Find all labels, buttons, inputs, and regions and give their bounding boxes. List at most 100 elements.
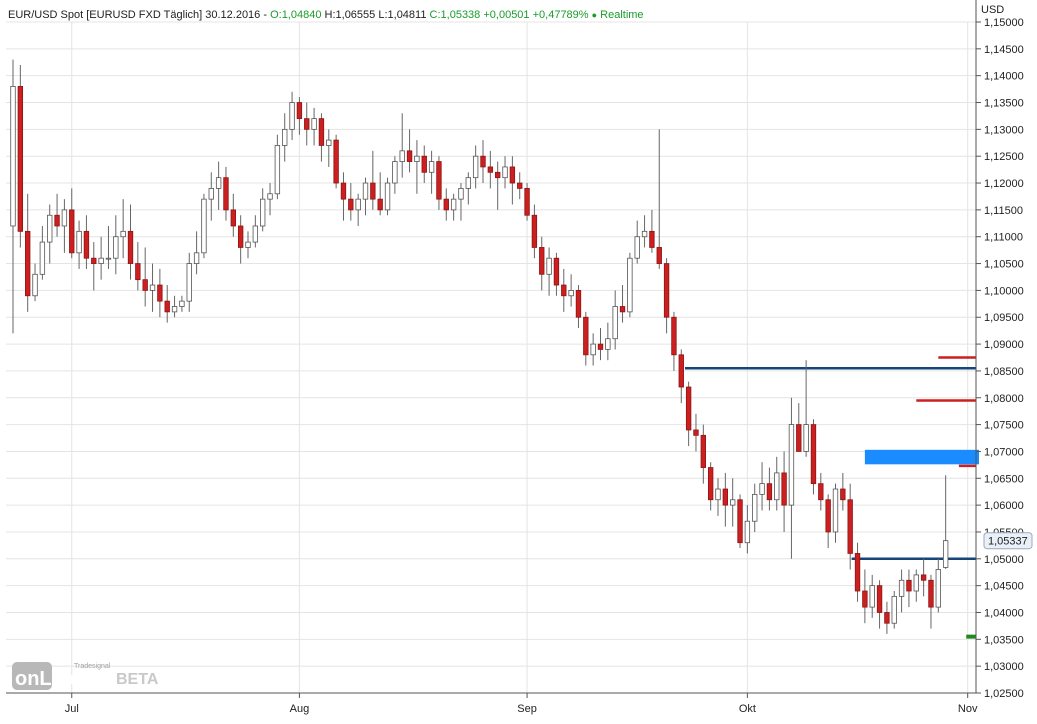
candle-up bbox=[245, 241, 251, 248]
candle-up bbox=[502, 166, 508, 179]
candle-down bbox=[230, 209, 236, 227]
candle-up bbox=[61, 209, 68, 227]
candle-up bbox=[627, 257, 633, 313]
candle-down bbox=[884, 612, 890, 624]
candle-down bbox=[25, 230, 31, 297]
candle-down bbox=[487, 166, 494, 173]
candle-up bbox=[913, 574, 919, 592]
y-tick-label: 1,07000 bbox=[984, 446, 1024, 458]
resistance-zone-band bbox=[864, 449, 979, 465]
y-tick-label: 1,10500 bbox=[984, 259, 1024, 271]
candle-down bbox=[796, 424, 802, 452]
candle-down bbox=[495, 171, 501, 179]
candle-up bbox=[105, 257, 112, 260]
candle-up bbox=[362, 182, 369, 200]
candle-down bbox=[517, 182, 523, 189]
y-tick-label: 1,11000 bbox=[984, 232, 1023, 244]
candle-up bbox=[634, 236, 640, 259]
candle-down bbox=[524, 188, 530, 216]
y-tick-label: 1,09000 bbox=[984, 339, 1024, 351]
y-tick-label: 1,06000 bbox=[984, 500, 1024, 512]
candle-up bbox=[311, 118, 317, 130]
change-pct-value: +0,47789% bbox=[532, 9, 589, 21]
candle-up bbox=[472, 155, 479, 179]
y-tick-label: 1,12500 bbox=[984, 151, 1024, 163]
x-tick-label: Sep bbox=[517, 703, 537, 715]
instrument-title: EUR/USD Spot [EURUSD FXD Täglich] 30.12.… bbox=[8, 9, 268, 21]
candle-up bbox=[179, 300, 185, 307]
candle-down bbox=[436, 161, 442, 200]
logo-brand-text: Tradesignal bbox=[74, 663, 111, 670]
candle-up bbox=[744, 520, 751, 544]
candle-up bbox=[612, 306, 618, 340]
y-tick-label: 1,13500 bbox=[984, 98, 1024, 110]
candle-down bbox=[480, 155, 486, 168]
candle-down bbox=[920, 574, 927, 581]
candle-down bbox=[318, 118, 325, 146]
candle-down bbox=[443, 198, 449, 211]
candle-up bbox=[399, 150, 405, 162]
candle-up bbox=[869, 585, 875, 608]
candle-up bbox=[355, 198, 361, 211]
y-tick-label: 1,08500 bbox=[984, 366, 1024, 378]
y-tick-label: 1,08000 bbox=[984, 393, 1024, 405]
candle-down bbox=[671, 316, 677, 356]
candle-down bbox=[539, 247, 545, 275]
candle-up bbox=[120, 230, 126, 238]
candle-down bbox=[296, 102, 303, 120]
candle-down bbox=[649, 230, 655, 248]
y-tick-label: 1,12000 bbox=[984, 178, 1024, 190]
candle-down bbox=[862, 590, 868, 608]
candle-up bbox=[428, 161, 435, 173]
y-tick-label: 1,09500 bbox=[984, 312, 1024, 324]
candle-down bbox=[693, 429, 699, 436]
candle-down bbox=[707, 467, 714, 501]
candle-down bbox=[135, 263, 141, 281]
change-value: +0,00501 bbox=[483, 9, 530, 21]
candle-down bbox=[810, 424, 817, 485]
axis-layer: 1,15000 1,14500 1,14000 1,13500 1,13000 1,125… bbox=[6, 0, 1033, 715]
candle-down bbox=[377, 198, 383, 211]
candle-down bbox=[69, 209, 75, 254]
candle-down bbox=[597, 343, 604, 350]
candle-down bbox=[83, 230, 90, 259]
candle-down bbox=[54, 214, 60, 227]
y-tick-label: 1,07500 bbox=[984, 420, 1024, 432]
candle-down bbox=[656, 247, 662, 264]
candle-up bbox=[465, 177, 471, 189]
candle-down bbox=[340, 182, 347, 200]
candle-up bbox=[891, 595, 897, 624]
y-tick-label: 1,04000 bbox=[984, 607, 1024, 619]
candle-up bbox=[935, 569, 941, 608]
candle-up bbox=[98, 257, 104, 264]
candle-up bbox=[568, 289, 574, 297]
y-tick-label: 1,14500 bbox=[984, 44, 1024, 56]
candle-down bbox=[348, 198, 354, 211]
logo-online-text: onLine bbox=[15, 668, 81, 690]
close-value: C:1,05338 bbox=[429, 9, 481, 21]
logo-badge bbox=[12, 662, 52, 690]
high-value: H:1,06555 bbox=[324, 9, 376, 21]
y-tick-label: 1,03500 bbox=[984, 634, 1024, 646]
candle-down bbox=[678, 354, 684, 388]
realtime-label: Realtime bbox=[600, 9, 644, 21]
candle-down bbox=[17, 86, 24, 232]
candle-up bbox=[282, 128, 288, 146]
candle-down bbox=[237, 225, 244, 248]
candle-down bbox=[825, 499, 831, 533]
candle-up bbox=[759, 483, 765, 495]
candle-up bbox=[10, 86, 16, 227]
candle-up bbox=[32, 273, 38, 297]
y-tick-label: 1,15000 bbox=[984, 17, 1024, 29]
candle-up bbox=[260, 198, 266, 227]
candle-down bbox=[928, 579, 934, 608]
y-tick-label: 1,04500 bbox=[984, 581, 1024, 593]
candle-up bbox=[458, 188, 464, 200]
candle-down bbox=[781, 472, 787, 506]
candle-down bbox=[509, 166, 516, 184]
candle-up bbox=[215, 177, 222, 189]
candle-up bbox=[832, 488, 839, 533]
candle-up bbox=[171, 306, 178, 313]
candle-down bbox=[561, 284, 567, 297]
